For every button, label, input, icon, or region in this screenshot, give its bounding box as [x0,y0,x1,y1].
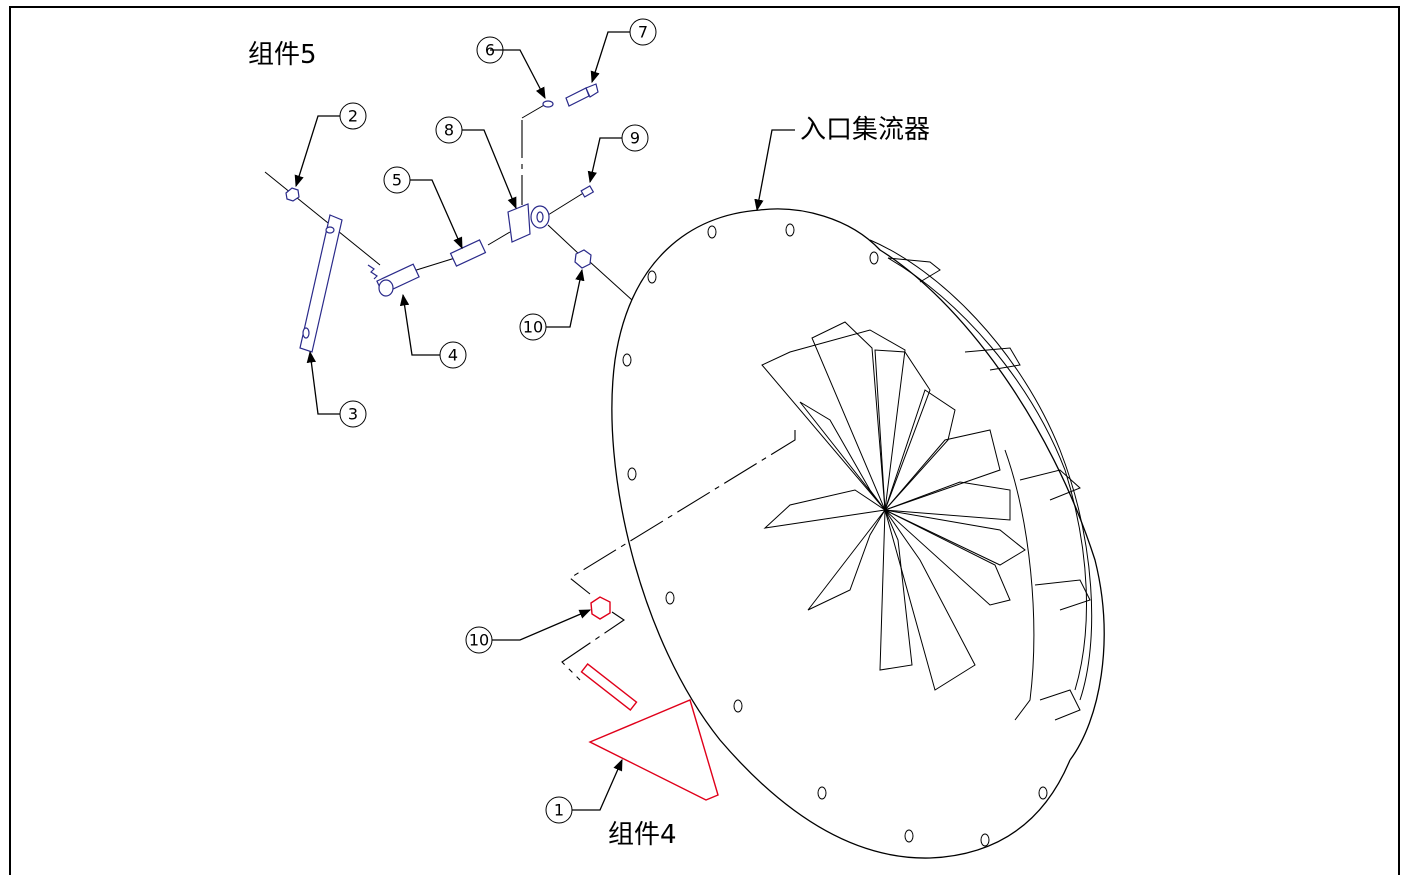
callout-10-top: 10 [519,313,547,341]
inlet-collector [611,208,1105,859]
callout-8: 8 [435,116,463,144]
callout-2: 2 [339,102,367,130]
svg-text:2: 2 [348,107,358,126]
callout-10-bottom: 10 [465,626,493,654]
callout-7: 7 [629,18,657,46]
label-inlet-collector: 入口集流器 [800,115,930,145]
callout-3: 3 [339,400,367,428]
part-bolt-4 [367,263,420,297]
callout-1: 1 [545,796,573,824]
svg-text:7: 7 [638,23,648,42]
part-nut-10-bottom [590,596,611,620]
callout-9: 9 [621,124,649,152]
svg-text:1: 1 [554,801,564,820]
part-sleeve-5 [449,239,487,267]
svg-text:4: 4 [448,346,458,365]
cone-ribs [887,257,1091,721]
svg-text:9: 9 [630,129,640,148]
part-screw-7 [565,83,599,107]
part-nut-10-top [574,249,592,269]
svg-text:10: 10 [523,318,543,337]
part-clamp-8 [507,203,550,243]
svg-text:6: 6 [485,41,495,60]
callout-4: 4 [439,341,467,369]
svg-text:10: 10 [469,631,489,650]
title-assembly5: 组件5 [248,40,317,70]
assembly5-parts [264,83,633,353]
leader-inlet-collector [754,129,795,212]
part-washer-6 [542,100,554,108]
drawing-frame [9,6,1400,875]
callout-6: 6 [476,36,504,64]
radial-vanes [761,321,1026,691]
part-nut-2 [285,187,300,202]
svg-text:5: 5 [392,171,402,190]
title-assembly4: 组件4 [608,820,677,850]
part-deflector-1 [580,662,719,801]
svg-text:3: 3 [348,405,358,424]
assembly4-parts [561,430,796,801]
flange-holes [622,223,1048,847]
callout-5: 5 [383,166,411,194]
svg-text:8: 8 [444,121,454,140]
part-setscrew-9 [580,185,595,198]
